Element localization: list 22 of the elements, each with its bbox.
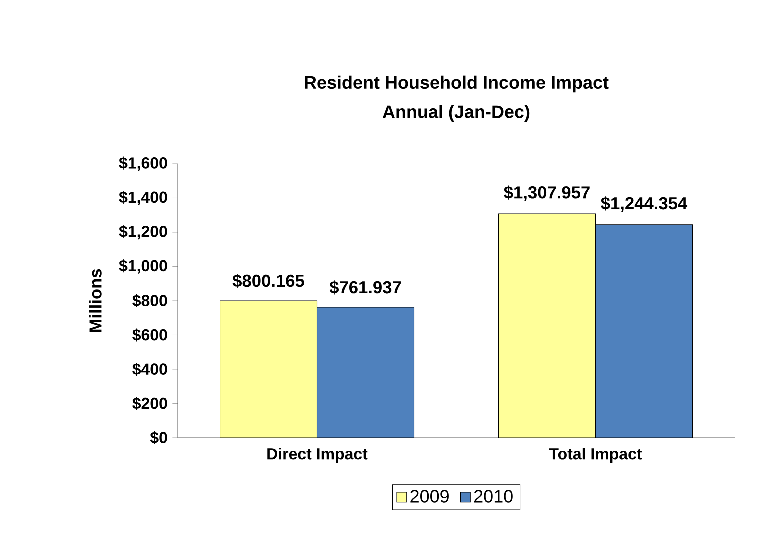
- y-tick-label: $400: [132, 362, 168, 376]
- bar: [316, 307, 415, 438]
- data-label: $1,307.957: [504, 186, 590, 202]
- data-label: $761.937: [330, 280, 402, 295]
- chart-title: Resident Household Income Impact: [305, 76, 609, 93]
- y-axis-title: Millions: [89, 269, 102, 332]
- chart-subtitle: Annual (Jan-Dec): [382, 105, 530, 122]
- y-tick-label: $800: [132, 294, 168, 308]
- data-label: $1,244.354: [601, 196, 688, 212]
- legend-label: 2009: [410, 490, 449, 503]
- legend-label: 2010: [474, 490, 513, 503]
- y-tick-label: $600: [132, 328, 168, 342]
- y-tick-label: $0: [150, 431, 168, 445]
- y-tick-label: $1,200: [119, 225, 168, 240]
- x-tick-label: Total Impact: [549, 448, 642, 463]
- y-tick-label: $1,400: [119, 191, 168, 206]
- y-tick-label: $1,600: [119, 156, 168, 172]
- x-tick-label: Direct Impact: [268, 448, 368, 463]
- y-tick-label: $1,000: [119, 260, 168, 274]
- bar: [595, 224, 694, 438]
- data-label: $800.165: [232, 274, 304, 288]
- y-tick-label: $200: [132, 397, 168, 410]
